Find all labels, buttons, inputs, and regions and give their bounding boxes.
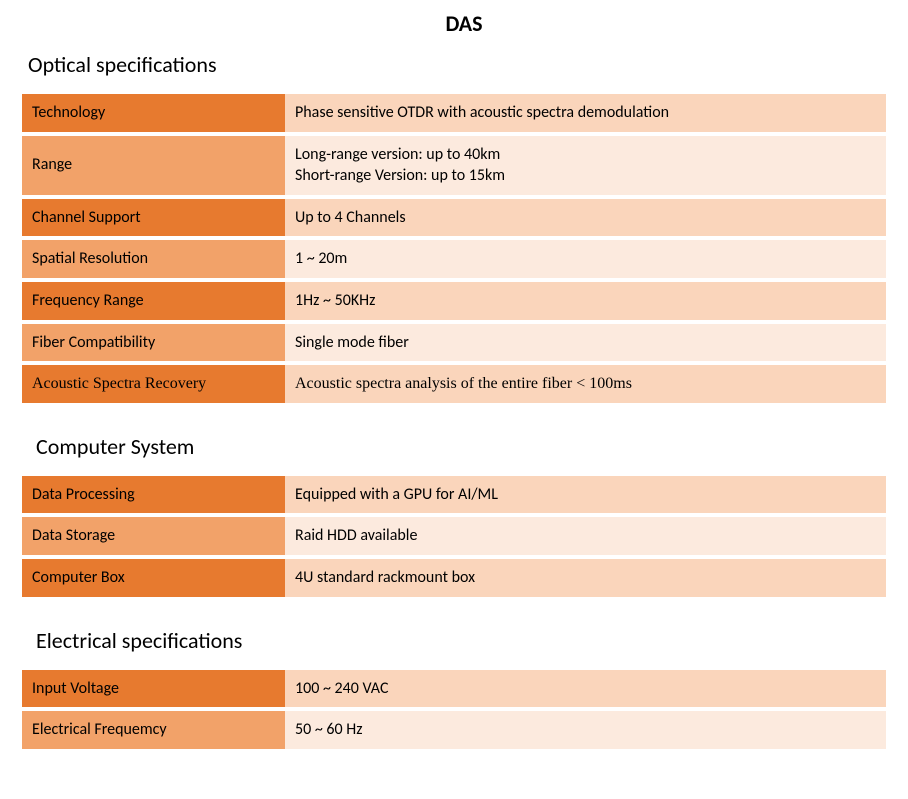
- spec-label: Electrical Frequemcy: [22, 711, 285, 749]
- table-row: Acoustic Spectra RecoveryAcoustic spectr…: [22, 365, 886, 403]
- spec-label: Acoustic Spectra Recovery: [22, 365, 285, 403]
- table-row: Spatial Resolution1 ~ 20m: [22, 240, 886, 278]
- spec-value: Up to 4 Channels: [285, 199, 886, 237]
- table-row: Data StorageRaid HDD available: [22, 517, 886, 555]
- spec-label: Technology: [22, 94, 285, 132]
- spec-value: 4U standard rackmount box: [285, 559, 886, 597]
- spec-value: 100 ~ 240 VAC: [285, 670, 886, 708]
- spec-label: Frequency Range: [22, 282, 285, 320]
- spec-value: Raid HDD available: [285, 517, 886, 555]
- table-row: Channel SupportUp to 4 Channels: [22, 199, 886, 237]
- spec-label: Input Voltage: [22, 670, 285, 708]
- spec-table-electrical: Input Voltage100 ~ 240 VACElectrical Fre…: [22, 666, 886, 753]
- table-row: Input Voltage100 ~ 240 VAC: [22, 670, 886, 708]
- spec-value: Single mode fiber: [285, 324, 886, 362]
- spec-label: Range: [22, 136, 285, 195]
- table-row: Fiber CompatibilitySingle mode fiber: [22, 324, 886, 362]
- section-title-computer: Computer System: [22, 433, 886, 460]
- spec-table-computer: Data ProcessingEquipped with a GPU for A…: [22, 472, 886, 601]
- table-row: Frequency Range1Hz ~ 50KHz: [22, 282, 886, 320]
- sections-container: Optical specifications TechnologyPhase se…: [22, 51, 886, 753]
- spec-value: Equipped with a GPU for AI/ML: [285, 476, 886, 514]
- spec-label: Data Storage: [22, 517, 285, 555]
- page-title: DAS: [42, 10, 886, 37]
- section-title-optical: Optical specifications: [22, 51, 886, 78]
- spec-value: Long-range version: up to 40kmShort-rang…: [285, 136, 886, 195]
- spec-value: 50 ~ 60 Hz: [285, 711, 886, 749]
- spec-value: Phase sensitive OTDR with acoustic spect…: [285, 94, 886, 132]
- spec-value: 1Hz ~ 50KHz: [285, 282, 886, 320]
- section-title-electrical: Electrical specifications: [22, 627, 886, 654]
- spec-value: Acoustic spectra analysis of the entire …: [285, 365, 886, 403]
- table-row: TechnologyPhase sensitive OTDR with acou…: [22, 94, 886, 132]
- spec-value: 1 ~ 20m: [285, 240, 886, 278]
- spec-table-optical: TechnologyPhase sensitive OTDR with acou…: [22, 90, 886, 407]
- spec-label: Spatial Resolution: [22, 240, 285, 278]
- spec-label: Channel Support: [22, 199, 285, 237]
- table-row: Electrical Frequemcy50 ~ 60 Hz: [22, 711, 886, 749]
- spec-label: Computer Box: [22, 559, 285, 597]
- spec-label: Fiber Compatibility: [22, 324, 285, 362]
- spec-label: Data Processing: [22, 476, 285, 514]
- table-row: RangeLong-range version: up to 40kmShort…: [22, 136, 886, 195]
- table-row: Data ProcessingEquipped with a GPU for A…: [22, 476, 886, 514]
- table-row: Computer Box4U standard rackmount box: [22, 559, 886, 597]
